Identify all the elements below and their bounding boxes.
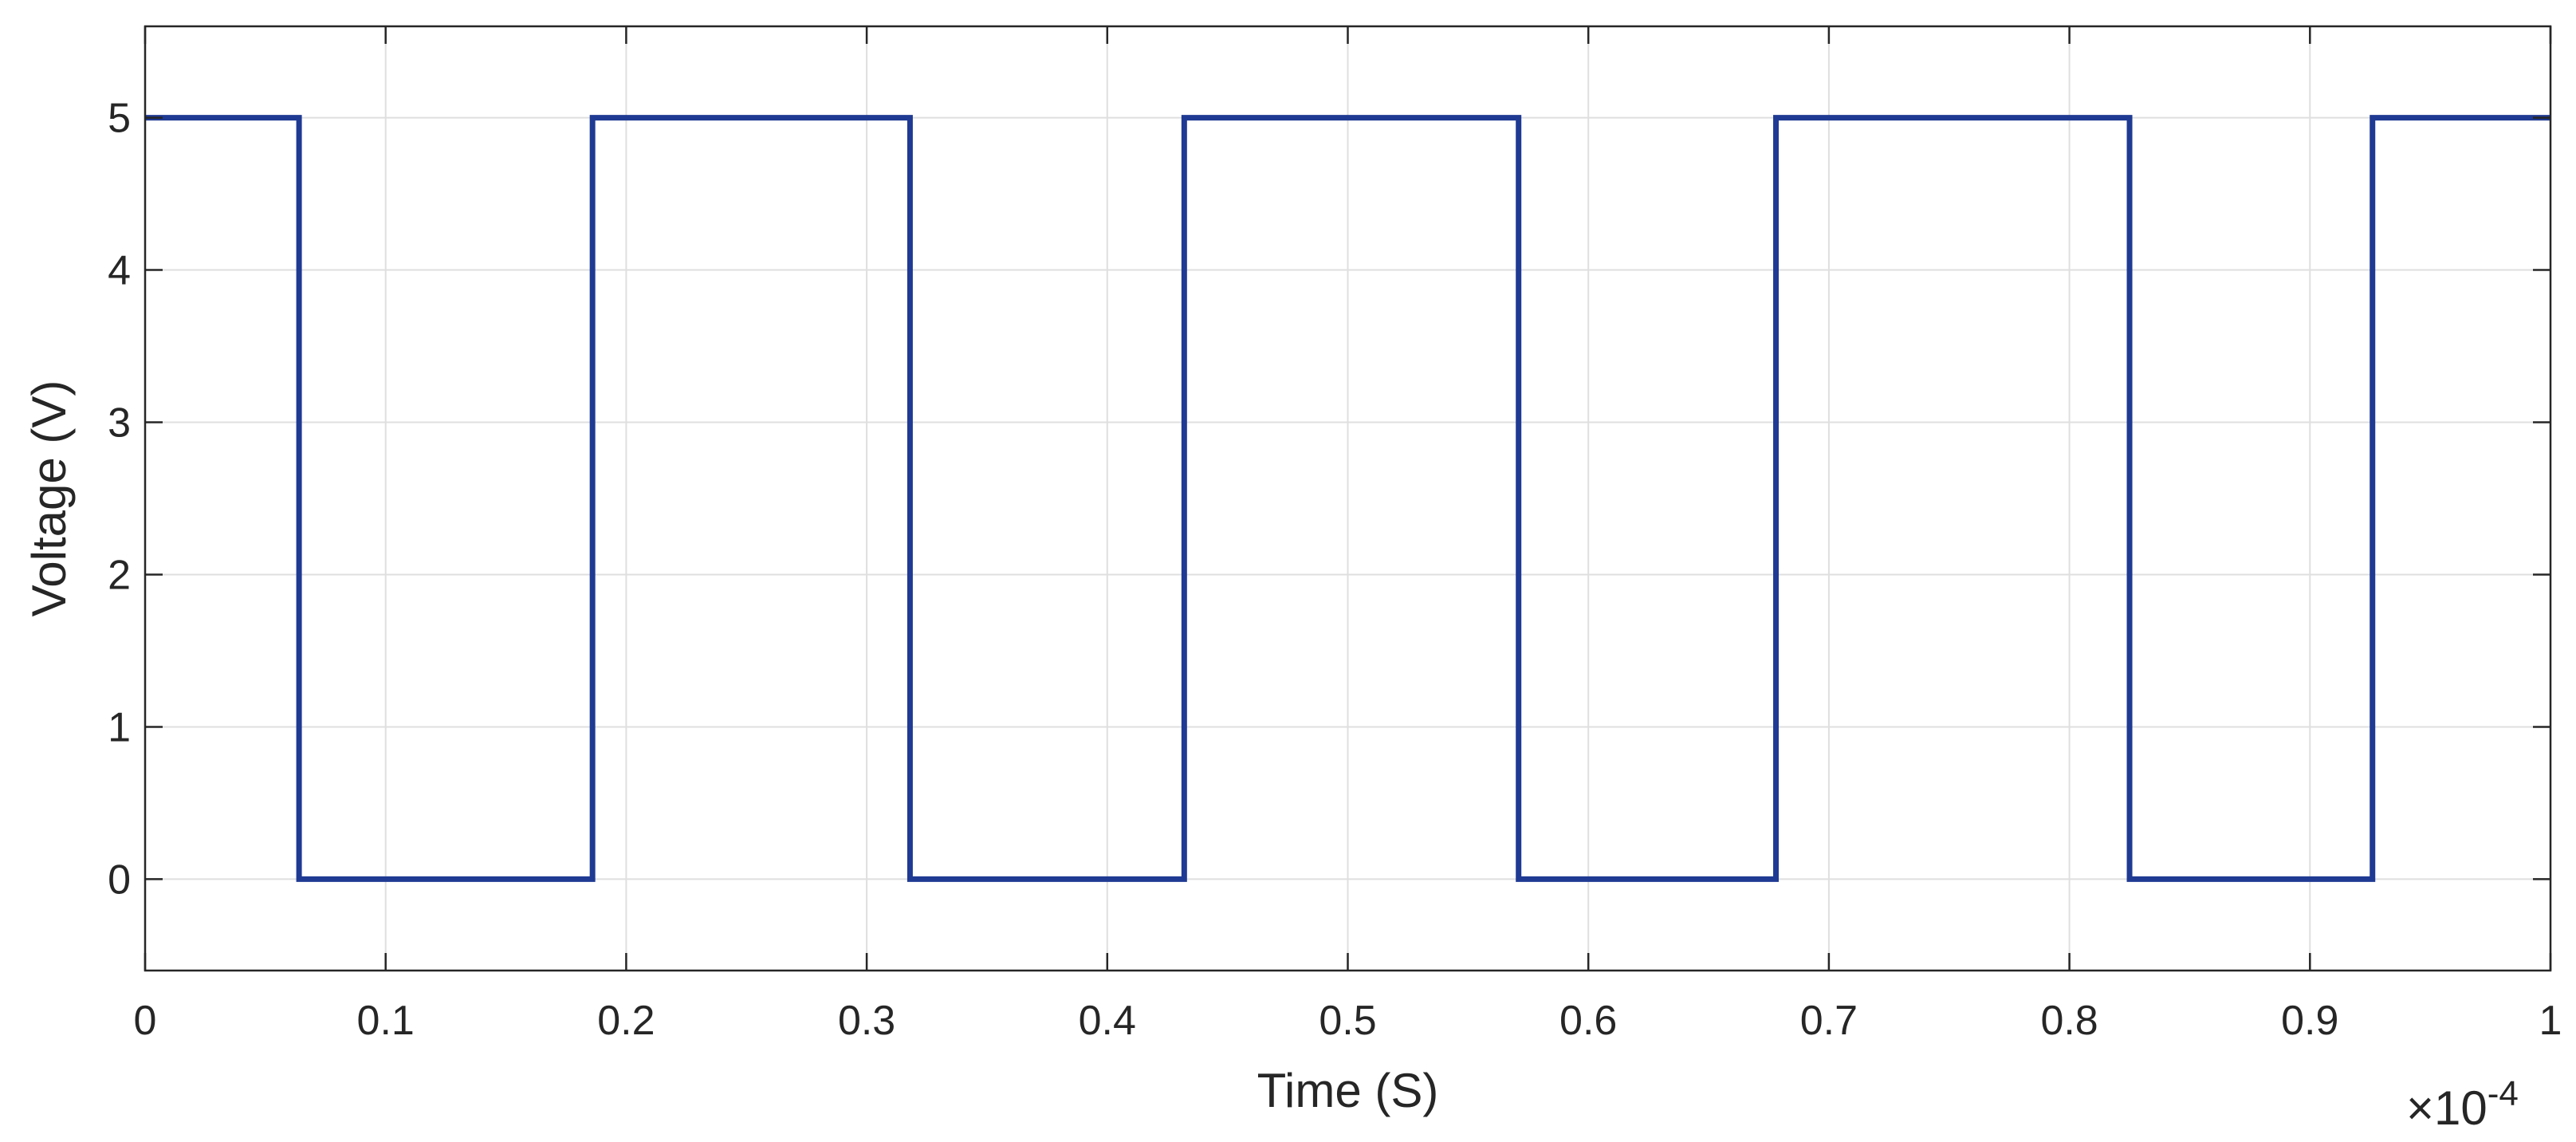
x-tick-label: 0.3 <box>838 998 895 1044</box>
x-tick-label: 0.5 <box>1319 998 1376 1044</box>
x-tick-label: 0.6 <box>1559 998 1617 1044</box>
x-tick-label: 0.2 <box>597 998 655 1044</box>
x-tick-label: 0.9 <box>2281 998 2338 1044</box>
y-tick-label: 0 <box>108 856 131 903</box>
x-tick-label: 0 <box>134 998 157 1044</box>
x-tick-label: 0.7 <box>1800 998 1858 1044</box>
y-tick-label: 4 <box>108 248 131 294</box>
x-tick-label: 1 <box>2539 998 2562 1044</box>
x-tick-label: 0.4 <box>1079 998 1136 1044</box>
series-line <box>145 115 2550 882</box>
x-tick-label: 0.1 <box>357 998 415 1044</box>
x-axis-label: Time (S) <box>1257 1064 1439 1117</box>
y-tick-label: 3 <box>108 400 131 447</box>
x-axis-multiplier: ×10-4 <box>2406 1074 2519 1135</box>
x-axis-multiplier-base: ×10 <box>2406 1081 2488 1135</box>
y-tick-label: 2 <box>108 552 131 598</box>
series-layer <box>145 115 2550 882</box>
y-tick-labels: 0 1 2 3 4 5 <box>108 96 131 904</box>
ticks <box>144 26 2552 971</box>
x-axis-multiplier-exponent: -4 <box>2488 1074 2519 1113</box>
y-tick-label: 1 <box>108 704 131 750</box>
x-tick-labels: 0 0.1 0.2 0.3 0.4 0.5 0.6 0.7 0.8 0.9 1 <box>134 998 2562 1044</box>
x-tick-label: 0.8 <box>2040 998 2098 1044</box>
y-tick-label: 5 <box>108 96 131 142</box>
y-axis-label: Voltage (V) <box>22 380 76 617</box>
